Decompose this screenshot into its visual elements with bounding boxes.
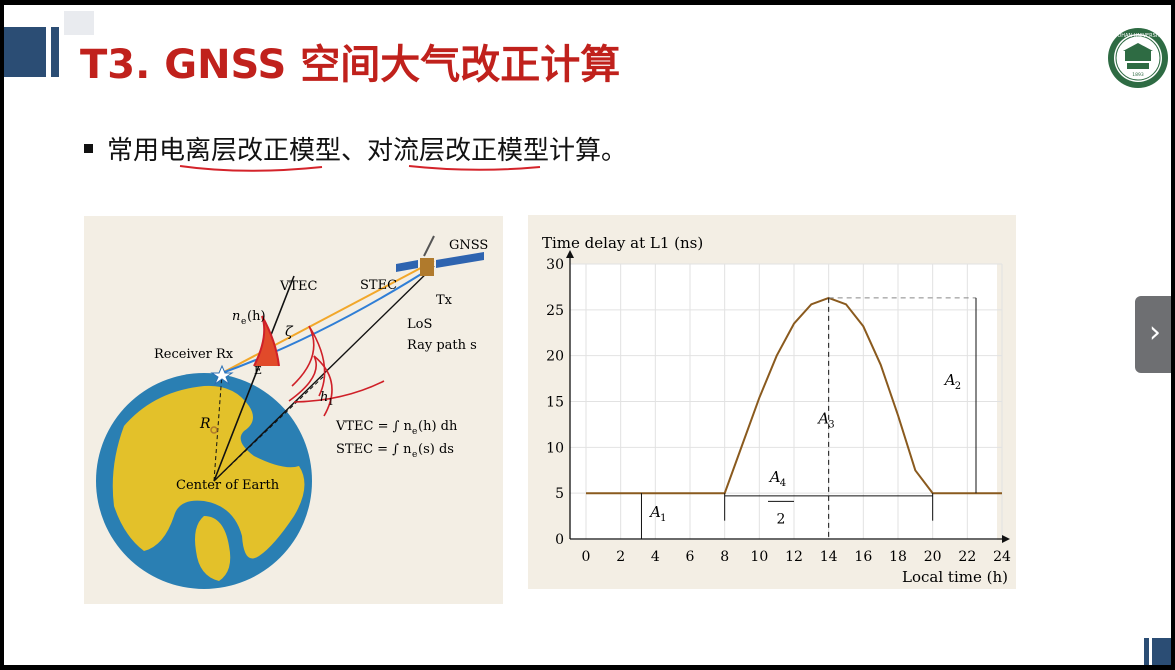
receiver-star-icon <box>210 364 234 386</box>
a2-label-sub: 2 <box>955 381 961 392</box>
x-tick-label: 20 <box>924 549 942 565</box>
label-vtec: VTEC <box>279 279 318 294</box>
x-tick-label: 24 <box>993 549 1011 565</box>
title-accent-bar <box>4 27 46 77</box>
x-tick-label: 6 <box>686 549 695 565</box>
stec-formula: STEC = ∫ n <box>336 442 412 457</box>
vtec-formula: VTEC = ∫ n <box>335 419 413 434</box>
label-stec: STEC <box>360 278 397 293</box>
y-tick-label: 20 <box>546 349 564 365</box>
chart-axes <box>566 250 1010 543</box>
a4-label-sub: 4 <box>780 478 786 489</box>
y-tick-label: 0 <box>555 532 564 548</box>
x-tick-label: 2 <box>616 549 625 565</box>
stec-formula-tail: (s) ds <box>418 442 454 457</box>
ne-profile-3 <box>288 355 333 417</box>
a4-denominator: 2 <box>777 511 786 527</box>
next-slide-button[interactable]: › <box>1135 296 1171 373</box>
label-tx: Tx <box>436 293 453 308</box>
label-r: R <box>199 416 211 432</box>
a3-label: A <box>816 410 829 428</box>
label-ne: n <box>232 309 240 324</box>
x-tick-label: 0 <box>582 549 591 565</box>
a1-label: A <box>648 503 661 521</box>
title-accent-stripe <box>51 27 59 77</box>
a4-label: A <box>768 468 781 486</box>
label-gnss: GNSS <box>449 238 488 253</box>
ne-profile-2 <box>291 325 326 397</box>
logo-year: 1893 <box>1132 72 1144 78</box>
a1-label-sub: 1 <box>660 513 666 524</box>
stec-ray <box>221 265 435 374</box>
chart-annotations: A 1A 2A 3A 42 <box>640 297 977 539</box>
x-tick-label: 12 <box>785 549 803 565</box>
x-tick-label: 8 <box>720 549 729 565</box>
continent-south <box>195 516 231 581</box>
los-line <box>221 260 435 374</box>
label-h1: h <box>320 390 328 405</box>
slide-title: T3. GNSS 空间大气改正计算 <box>80 42 621 88</box>
x-axis-label: Local time (h) <box>902 568 1008 586</box>
label-ne-arg: (h) <box>247 309 266 324</box>
y-tick-label: 5 <box>555 486 564 502</box>
stec-formula-sub: e <box>412 450 417 460</box>
label-ne-sub: e <box>241 317 246 327</box>
vtec-line <box>213 275 295 482</box>
x-tick-label: 14 <box>820 549 838 565</box>
y-tick-label: 15 <box>546 395 564 411</box>
r-point <box>210 426 218 434</box>
chart-title: Time delay at L1 (ns) <box>542 234 703 252</box>
university-logo: WUHAN UNIVERSITY 1893 <box>1108 28 1168 88</box>
a2-label: A <box>943 371 956 389</box>
corner-decoration <box>1144 638 1171 665</box>
screen-top-border <box>0 0 1175 5</box>
continent-shapes <box>112 385 305 559</box>
vtec-formula-sub: e <box>412 427 417 437</box>
presentation-slide: T3. GNSS 空间大气改正计算 WUHAN UNIVERSITY 1893 … <box>4 5 1171 665</box>
corner-tab <box>64 11 94 35</box>
bullet-square-icon <box>84 144 93 153</box>
bullet-text: 常用电离层改正模型、对流层改正模型计算。 <box>107 136 628 166</box>
y-tick-label: 30 <box>546 257 564 273</box>
label-center: Center of Earth <box>176 478 280 493</box>
label-los: LoS <box>407 317 432 332</box>
y-tick-label: 10 <box>546 440 564 456</box>
y-axis-arrow <box>566 250 574 258</box>
label-receiver: Receiver Rx <box>154 347 234 362</box>
label-zeta: ζ <box>285 324 294 340</box>
x-tick-label: 16 <box>854 549 872 565</box>
x-tick-label: 22 <box>958 549 976 565</box>
x-axis-arrow <box>1002 535 1010 543</box>
y-tick-label: 25 <box>546 303 564 319</box>
ne-profile-4 <box>293 380 385 403</box>
x-tick-label: 18 <box>889 549 907 565</box>
x-tick-label: 4 <box>651 549 660 565</box>
label-ray-path: Ray path s <box>407 338 477 353</box>
label-h1-sub: 1 <box>328 398 334 408</box>
gnss-satellite-icon <box>396 235 484 276</box>
logo-text: WUHAN UNIVERSITY <box>1113 33 1165 39</box>
vtec-formula-tail: (h) dh <box>418 419 458 434</box>
ionosphere-diagram: GNSS VTEC STEC Tx n e (h) ζ LoS Ray path… <box>84 216 503 604</box>
ne-profile-1 <box>253 315 280 367</box>
label-e: E <box>254 364 262 377</box>
a3-label-sub: 3 <box>828 420 834 431</box>
bullet-item: 常用电离层改正模型、对流层改正模型计算。 <box>84 130 627 167</box>
dashed-ray-line <box>213 375 325 482</box>
x-tick-label: 10 <box>750 549 768 565</box>
